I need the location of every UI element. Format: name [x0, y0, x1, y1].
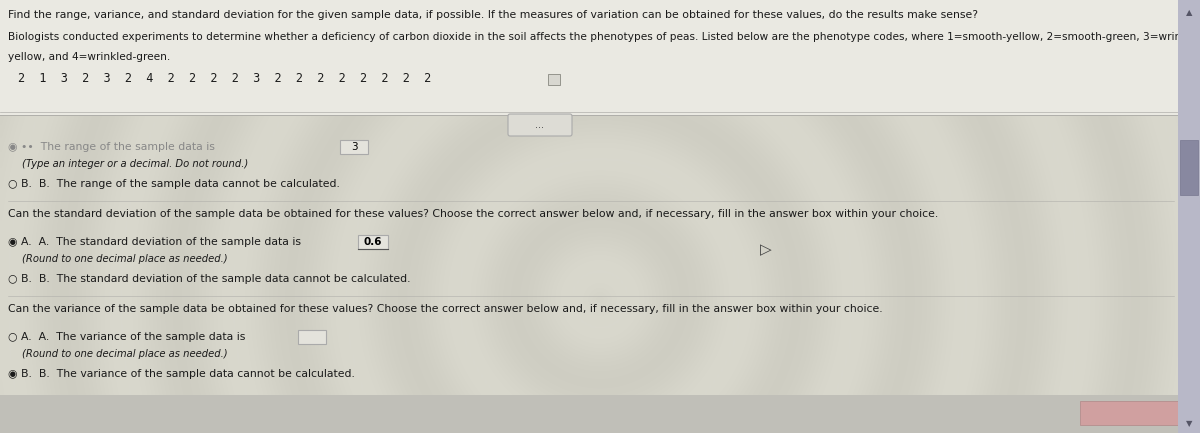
Text: ...: ...: [535, 120, 545, 130]
Text: ▷: ▷: [760, 242, 772, 257]
Text: yellow, and 4=wrinkled-green.: yellow, and 4=wrinkled-green.: [8, 52, 170, 62]
Bar: [1178, 0, 1200, 433]
Text: Can the variance of the sample data be obtained for these values? Choose the cor: Can the variance of the sample data be o…: [8, 304, 883, 314]
FancyBboxPatch shape: [508, 114, 572, 136]
Text: Biologists conducted experiments to determine whether a deficiency of carbon dio: Biologists conducted experiments to dete…: [8, 32, 1200, 42]
Text: 2  1  3  2  3  2  4  2  2  2  2  3  2  2  2  2  2  2  2  2: 2 1 3 2 3 2 4 2 2 2 2 3 2 2 2 2 2 2 2 2: [18, 72, 431, 85]
Text: 3: 3: [350, 142, 358, 152]
Bar: [298, 330, 326, 344]
Bar: [0, 395, 1200, 433]
Text: (Round to one decimal place as needed.): (Round to one decimal place as needed.): [22, 349, 228, 359]
Text: ◉ ••  The range of the sample data is: ◉ •• The range of the sample data is: [8, 142, 215, 152]
Text: ◉ A.  A.  The standard deviation of the sample data is: ◉ A. A. The standard deviation of the sa…: [8, 237, 301, 247]
Bar: [340, 140, 368, 154]
Bar: [1080, 401, 1180, 425]
Text: Can the standard deviation of the sample data be obtained for these values? Choo: Can the standard deviation of the sample…: [8, 209, 938, 219]
Text: ▼: ▼: [1186, 419, 1193, 428]
Bar: [548, 74, 560, 85]
Text: ○ A.  A.  The variance of the sample data is: ○ A. A. The variance of the sample data …: [8, 332, 245, 342]
Text: ○ B.  B.  The standard deviation of the sample data cannot be calculated.: ○ B. B. The standard deviation of the sa…: [8, 274, 410, 284]
Text: ◉ B.  B.  The variance of the sample data cannot be calculated.: ◉ B. B. The variance of the sample data …: [8, 369, 355, 379]
Bar: [358, 235, 388, 249]
Text: ▲: ▲: [1186, 8, 1193, 17]
Bar: [1180, 140, 1198, 195]
Text: 0.6: 0.6: [364, 237, 383, 247]
Bar: [0, 0, 1200, 115]
Text: Find the range, variance, and standard deviation for the given sample data, if p: Find the range, variance, and standard d…: [8, 10, 978, 20]
Text: ○ B.  B.  The range of the sample data cannot be calculated.: ○ B. B. The range of the sample data can…: [8, 179, 340, 189]
Text: (Type an integer or a decimal. Do not round.): (Type an integer or a decimal. Do not ro…: [22, 159, 248, 169]
Text: (Round to one decimal place as needed.): (Round to one decimal place as needed.): [22, 254, 228, 264]
